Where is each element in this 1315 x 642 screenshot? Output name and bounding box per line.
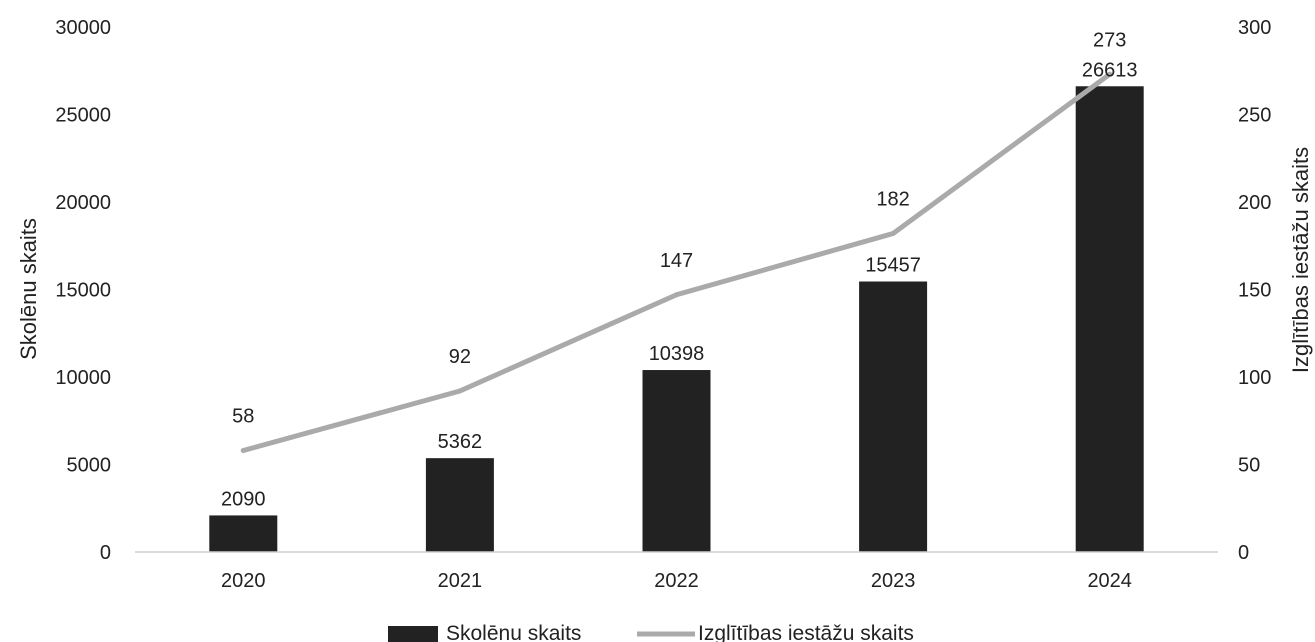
legend: Skolēnu skaits Izglītības iestāžu skaits (388, 622, 914, 642)
bar-data-label: 5362 (438, 431, 483, 453)
legend-swatch-skolenu-skaits (388, 626, 438, 642)
y-right-tick-label: 200 (1238, 192, 1271, 214)
bar (642, 370, 711, 552)
line-point (674, 292, 679, 298)
y-tick-label: 10000 (55, 367, 111, 389)
line-point (457, 388, 463, 394)
legend-label-skolenu-skaits: Skolēnu skaits (446, 622, 581, 642)
x-tick-label: 2024 (1087, 570, 1132, 592)
line-data-label: 147 (660, 250, 693, 272)
bar-data-label: 10398 (649, 343, 705, 365)
left-axis-title: Skolēnu skaits (16, 218, 41, 360)
line-data-label: 273 (1093, 29, 1126, 51)
x-tick-label: 2023 (871, 570, 916, 592)
line-data-label: 182 (876, 189, 909, 211)
y-right-tick-label: 250 (1238, 105, 1271, 127)
bar (859, 281, 928, 552)
bar-data-label: 15457 (865, 255, 921, 277)
y-tick-label: 30000 (55, 17, 111, 39)
x-tick-label: 2022 (654, 570, 699, 592)
legend-label-izglitibas-iestazu-skaits: Izglītības iestāžu skaits (698, 622, 914, 642)
y-tick-label: 20000 (55, 192, 111, 214)
y-right-tick-label: 100 (1238, 367, 1271, 389)
line-point (1107, 71, 1113, 77)
line-data-label: 92 (449, 346, 471, 368)
y-tick-label: 15000 (55, 280, 111, 302)
y-tick-label: 25000 (55, 105, 111, 127)
bar (1075, 86, 1144, 553)
y-right-tick-label: 300 (1238, 17, 1271, 39)
y-tick-label: 0 (100, 542, 111, 564)
y-right-tick-label: 50 (1238, 455, 1260, 477)
y-tick-label: 5000 (67, 455, 112, 477)
y-right-tick-label: 0 (1238, 542, 1249, 564)
y-right-tick-label: 150 (1238, 280, 1271, 302)
x-tick-label: 2021 (438, 570, 483, 592)
bar-data-label: 2090 (221, 488, 266, 510)
bar (425, 458, 494, 552)
right-axis-title: Izglītības iestāžu skaits (1288, 147, 1313, 373)
line-point (240, 448, 246, 453)
bar-data-label: 26613 (1082, 59, 1138, 81)
bar (209, 515, 278, 552)
line-point (890, 231, 896, 236)
line-data-label: 58 (232, 406, 254, 428)
x-tick-label: 2020 (221, 570, 266, 592)
